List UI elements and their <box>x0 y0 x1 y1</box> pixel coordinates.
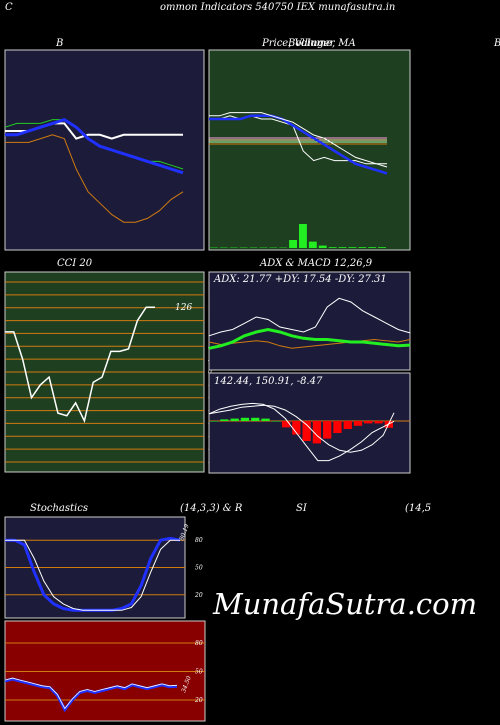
macd-histogram-bar <box>302 421 311 441</box>
macd-histogram-bar <box>220 419 229 421</box>
volume-bar <box>378 247 386 248</box>
right-edge-title: B <box>494 38 500 49</box>
bollinger-chart <box>4 49 205 251</box>
macd-histogram-bar <box>251 417 260 421</box>
macd-histogram-bar <box>281 421 291 428</box>
rsi-overlay-line <box>4 677 178 710</box>
price-ma_blue-line <box>209 114 388 175</box>
macd-histogram-bar <box>271 421 280 422</box>
header-left: C <box>5 2 13 13</box>
price-ma_white-line <box>209 112 388 168</box>
macd-histogram-bar <box>333 421 342 433</box>
rsi-tick-label: 50 <box>195 669 203 676</box>
adx-panel <box>208 271 411 371</box>
bollinger-panel <box>4 49 205 251</box>
bollinger-middle-line <box>5 117 184 175</box>
stoch-panel: 80 50 20 80.19 <box>4 516 235 619</box>
rsi-title: SI <box>296 503 307 514</box>
adx-plus_di-line <box>208 327 411 350</box>
price-overlay-title: Bollinger <box>288 38 335 49</box>
macd-chart <box>208 372 411 474</box>
macd-histogram-bar <box>312 421 322 444</box>
rsi-params: (14,5 <box>405 503 432 514</box>
adx-chart <box>208 271 411 371</box>
volume-bar <box>348 247 357 248</box>
stoch-tick-label: 20 <box>194 592 203 599</box>
cci-title: CCI 20 <box>57 258 93 269</box>
adx-macd-title: ADX & MACD 12,26,9 <box>260 258 373 269</box>
stoch-d-line <box>5 539 180 611</box>
stoch-title: Stochastics <box>30 503 88 514</box>
volume-bar <box>358 247 367 248</box>
macd-signal-line <box>208 404 395 453</box>
cci-last-label: 126 <box>175 303 192 313</box>
rsi-panel: 80 50 20 34.50 <box>4 620 235 722</box>
bollinger-title: B <box>56 38 64 49</box>
volume-bar <box>338 247 347 248</box>
macd-histogram-bar <box>210 421 219 422</box>
header-title: ommon Indicators 540750 IEX munafasutra.… <box>160 2 396 13</box>
adx-minus_di-line <box>208 297 411 337</box>
macd-histogram-bar <box>240 417 250 421</box>
cci-line <box>5 306 155 424</box>
volume-bar <box>308 241 317 248</box>
macd-histogram-bar <box>323 421 332 439</box>
cci-chart: 1751501251007550250-25-50-75-100-125-150… <box>4 271 222 473</box>
macd-histogram-bar <box>292 421 301 435</box>
macd-histogram-bar <box>261 418 270 421</box>
macd-histogram-bar <box>230 418 239 421</box>
macd-panel <box>208 372 411 474</box>
price-panel <box>208 49 411 251</box>
macd-values: 142.44, 150.91, -8.47 <box>214 376 323 387</box>
watermark: MunafaSutra.com <box>213 587 478 621</box>
macd-macd-line <box>208 402 395 462</box>
rsi-tick-label: 80 <box>195 640 203 647</box>
macd-histogram-bar <box>353 421 363 426</box>
adx-values: ADX: 21.77 +DY: 17.54 -DY: 27.31 <box>214 274 387 285</box>
macd-histogram-bar <box>343 421 352 429</box>
macd-histogram-bar <box>374 421 383 424</box>
rsi-tick-label: 20 <box>194 697 203 704</box>
volume-bar <box>328 247 337 248</box>
volume-bar <box>299 224 307 248</box>
macd-histogram-bar <box>364 421 373 424</box>
stoch-tick-label: 80 <box>195 537 203 544</box>
price-chart <box>208 49 411 251</box>
volume-bar <box>368 247 377 248</box>
volume-bar <box>289 240 297 248</box>
price-title: Price, Volume, MA <box>262 38 356 49</box>
adx-adx-line <box>208 338 411 349</box>
cci-panel: 1751501251007550250-25-50-75-100-125-150… <box>4 271 235 473</box>
stoch-tick-label: 50 <box>195 565 203 572</box>
volume-bar <box>318 245 327 248</box>
rsi-line <box>4 677 178 713</box>
bollinger-lower-line <box>5 134 184 223</box>
stoch-params: (14,3,3) & R <box>180 503 243 514</box>
